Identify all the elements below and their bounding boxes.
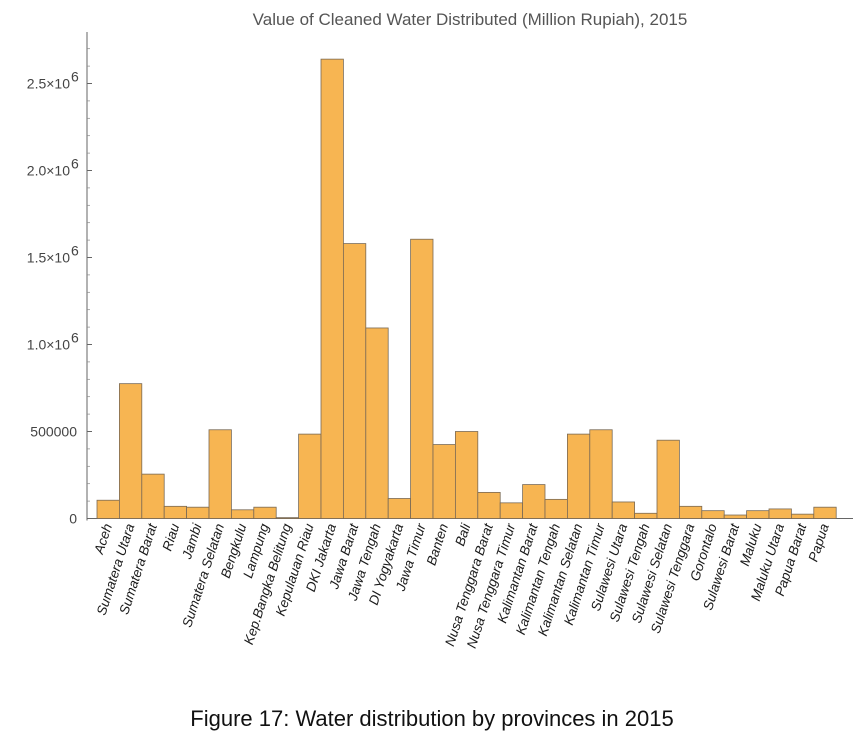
bar-gorontalo <box>701 510 725 519</box>
bar-chart: Value of Cleaned Water Distributed (Mill… <box>27 10 853 650</box>
bar-sumatera-barat <box>141 473 165 519</box>
y-tick-label: 2.0×10 <box>27 163 70 179</box>
bar-dki-jakarta <box>320 58 344 519</box>
bar-sulawesi-selatan <box>656 439 680 519</box>
bar-sulawesi-barat <box>723 514 748 519</box>
y-tick-exponent: 6 <box>71 330 79 346</box>
chart-title: Value of Cleaned Water Distributed (Mill… <box>253 10 688 29</box>
bar-jawa-barat <box>342 243 367 519</box>
bar-kalimantan-barat <box>522 484 546 519</box>
bar-aceh <box>96 499 120 519</box>
bars <box>96 58 837 519</box>
bar-sulawesi-tengah <box>634 512 658 519</box>
y-tick-label: 500000 <box>30 424 77 440</box>
bar-lampung <box>253 506 277 519</box>
bar-di-yogyakarta <box>387 498 412 519</box>
x-tick-label: Riau <box>159 521 182 553</box>
bar-sumatera-selatan <box>208 429 232 519</box>
x-tick-label: Bali <box>452 521 474 548</box>
bar-maluku <box>746 510 770 519</box>
bar-sulawesi-tenggara <box>679 505 703 519</box>
y-tick-label: 1.0×10 <box>27 337 70 353</box>
y-tick-label: 1.5×10 <box>27 250 70 266</box>
bar-nusa-tenggara-timur <box>499 502 524 519</box>
bar-bali <box>454 431 479 519</box>
bar-sulawesi-utara <box>611 501 636 519</box>
bar-sumatera-utara <box>119 383 143 519</box>
figure-caption: Figure 17: Water distribution by provinc… <box>190 706 674 731</box>
bar-kep-bangka-belitung <box>275 517 300 519</box>
bar-papua <box>813 506 837 519</box>
bar-kalimantan-timur <box>589 429 613 519</box>
y-tick-exponent: 6 <box>71 243 79 259</box>
bar-maluku-utara <box>768 508 792 519</box>
bar-kalimantan-selatan <box>567 433 591 519</box>
bar-kalimantan-tengah <box>544 498 568 519</box>
bar-kepulauan-riau <box>298 433 322 519</box>
y-tick-exponent: 6 <box>71 156 79 172</box>
y-tick-label: 0 <box>69 511 77 527</box>
bar-nusa-tenggara-barat <box>477 491 501 519</box>
bar-jawa-tengah <box>365 327 389 519</box>
y-tick-label: 2.5×10 <box>27 76 70 92</box>
y-tick-exponent: 6 <box>71 69 79 85</box>
bar-bengkulu <box>230 509 255 519</box>
bar-papua-barat <box>791 513 815 519</box>
bar-banten <box>432 444 456 519</box>
x-tick-label: Aceh <box>91 522 115 557</box>
bar-jambi <box>186 506 210 519</box>
bar-riau <box>163 505 187 519</box>
bar-jawa-timur <box>410 238 434 519</box>
x-tick-label: Papua <box>806 521 832 563</box>
